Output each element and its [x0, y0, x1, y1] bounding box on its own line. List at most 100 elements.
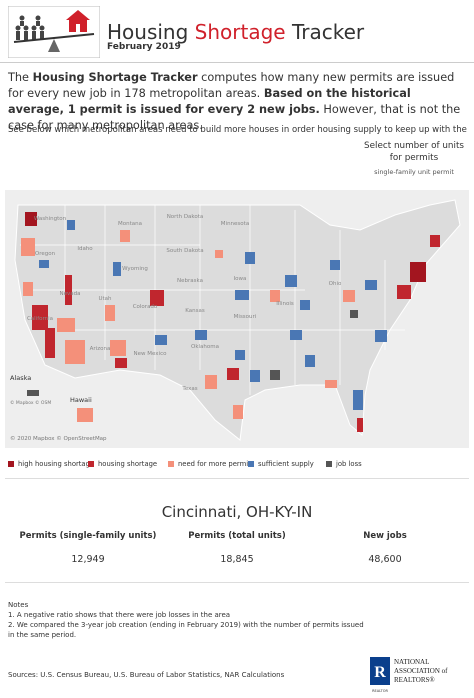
state-label: Nevada — [60, 291, 81, 297]
detail-value: 12,949 — [71, 554, 105, 565]
metro-areas — [21, 212, 440, 432]
state-label: Illinois — [276, 301, 294, 307]
metro-area — [195, 330, 207, 340]
metro-area — [21, 238, 35, 256]
metro-area — [110, 340, 126, 356]
sources: Sources: U.S. Census Bureau, U.S. Bureau… — [8, 671, 285, 679]
metro-area — [25, 212, 37, 226]
detail-header: Permits (total units) — [188, 531, 286, 541]
metro-area — [300, 300, 310, 310]
legend-swatch — [326, 461, 332, 467]
state-label: Minnesota — [221, 221, 249, 227]
logo-caption: REALTOR — [372, 689, 388, 693]
state-label: Wyoming — [122, 266, 148, 272]
divider — [0, 62, 474, 63]
logo: R REALTOR NATIONAL ASSOCIATION of REALTO… — [370, 657, 448, 693]
state-label: South Dakota — [166, 248, 203, 254]
metro-area — [235, 290, 249, 300]
legend-swatch — [168, 461, 174, 467]
title-highlight: Shortage — [194, 20, 286, 44]
intro-text: The — [8, 71, 33, 84]
metro-area — [270, 370, 280, 380]
metro-area — [233, 405, 243, 419]
metro-area — [67, 220, 75, 230]
intro-bold: Based on the historical average, 1 permi… — [8, 87, 411, 116]
legend-item: sufficient supply — [248, 460, 314, 468]
state-label: Arizona — [90, 346, 111, 352]
metro-area — [113, 262, 121, 276]
header-subtitle: February 2019 — [107, 42, 181, 52]
legend-item: housing shortage — [88, 460, 157, 468]
metro-area — [105, 305, 115, 321]
detail-header: Permits (single-family units) — [19, 531, 157, 541]
legend-label: sufficient supply — [258, 460, 314, 468]
metro-area — [410, 262, 426, 282]
metro-area — [365, 280, 377, 290]
metro-area — [150, 290, 164, 306]
metro-area — [290, 330, 302, 340]
state-label: Kansas — [185, 308, 205, 314]
selector-value[interactable]: single-family unit permit — [374, 168, 454, 176]
metro-area — [77, 408, 93, 422]
detail-value: 48,600 — [368, 554, 402, 565]
inset-label: Alaska — [10, 374, 31, 382]
attribution: © Mapbox © OSM — [10, 399, 51, 406]
notes: Notes 1. A negative ratio shows that the… — [8, 600, 368, 640]
metro-area — [57, 318, 75, 332]
legend-swatch — [88, 461, 94, 467]
intro-note: See below which metropolitan areas need … — [8, 125, 470, 135]
selector-label: Select number of units for permits — [364, 141, 464, 163]
metro-area — [115, 358, 127, 368]
detail-value: 18,845 — [220, 554, 254, 565]
metro-area — [285, 275, 297, 287]
logo-block — [370, 657, 390, 685]
inset-label: Hawaii — [70, 396, 92, 404]
logo-text: ASSOCIATION of — [394, 667, 448, 675]
state-label: North Dakota — [167, 214, 204, 220]
metro-area — [65, 275, 72, 305]
legend-item: high housing shortage — [8, 460, 94, 468]
intro: The Housing Shortage Tracker computes ho… — [8, 70, 470, 134]
metro-area — [215, 250, 223, 258]
metro-area — [305, 355, 315, 367]
divider — [5, 582, 469, 583]
note-item: 2. We compared the 3-year job creation (… — [8, 621, 364, 639]
notes-heading: Notes — [8, 601, 29, 609]
legend-swatch — [8, 461, 14, 467]
title-text: Housing — [107, 20, 195, 44]
map[interactable]: Washington Montana North Dakota Minnesota Or… — [5, 190, 469, 448]
intro-bold: Housing Shortage Tracker — [32, 71, 198, 84]
state-label: Oregon — [35, 251, 56, 257]
state-label: Oklahoma — [191, 344, 219, 350]
metro-area — [23, 282, 33, 296]
state-label: Colorado — [133, 304, 158, 310]
logo-text: REALTORS® — [394, 676, 435, 684]
header-icon — [8, 6, 100, 58]
state-label: Texas — [181, 386, 197, 392]
state-label: Idaho — [77, 246, 93, 252]
metro-area — [325, 380, 337, 388]
legend-swatch — [248, 461, 254, 467]
attribution: © 2020 Mapbox © OpenStreetMap — [10, 435, 107, 442]
state-label: Nebraska — [177, 278, 203, 284]
title-text: Tracker — [285, 20, 365, 44]
legend-label: need for more permits — [178, 460, 255, 468]
metro-area — [32, 305, 48, 330]
legend-item: need for more permits — [168, 460, 254, 468]
metro-area — [375, 330, 387, 342]
metro-area — [357, 418, 363, 432]
state-label: Missouri — [234, 314, 257, 320]
metro-area — [27, 390, 39, 396]
metro-area — [353, 390, 363, 410]
metro-area — [350, 310, 358, 318]
state-labels: Washington Montana North Dakota Minnesota Or… — [27, 214, 342, 392]
state-label: Iowa — [234, 276, 247, 282]
metro-area — [155, 335, 167, 345]
metro-area — [343, 290, 355, 302]
metro-area — [397, 285, 411, 299]
metro-area — [330, 260, 340, 270]
metro-area — [227, 368, 239, 380]
divider — [5, 478, 469, 479]
state-label: Utah — [98, 296, 112, 302]
